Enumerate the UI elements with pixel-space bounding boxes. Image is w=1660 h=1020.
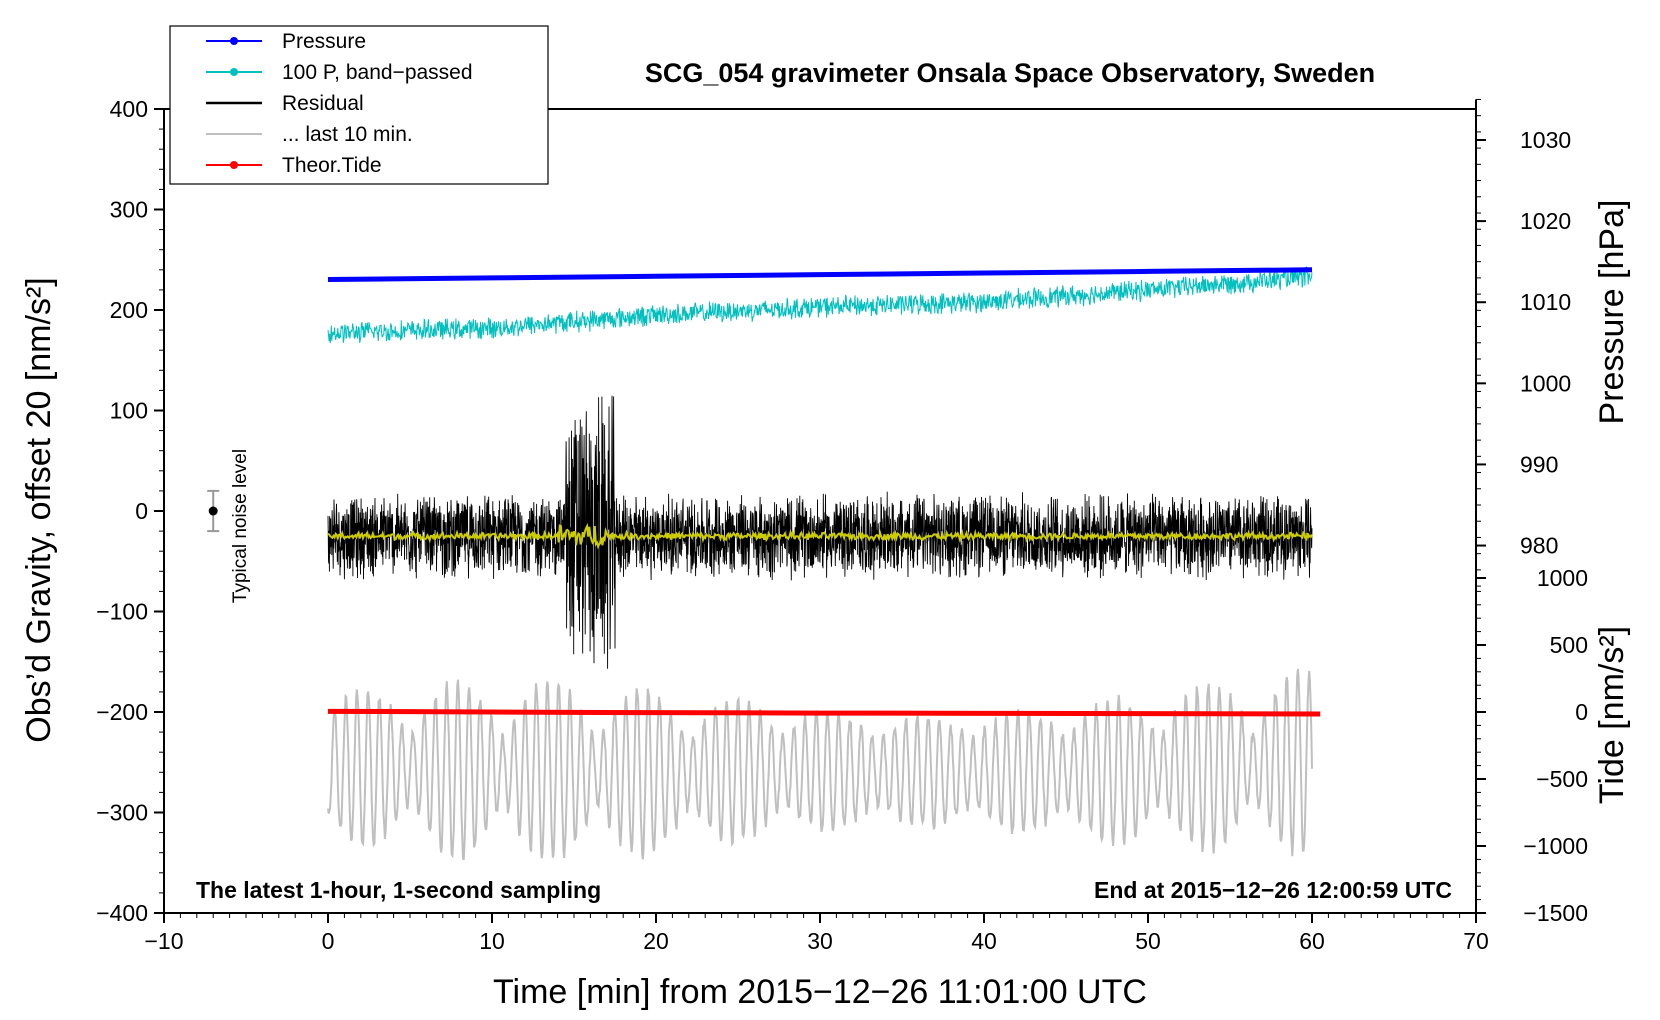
series-pressure <box>327 267 1313 283</box>
series-residual-smoothed- <box>327 522 1313 550</box>
x-tick-label: 70 <box>1463 928 1489 954</box>
plot-area <box>327 266 1321 861</box>
x-tick-label: 0 <box>322 928 335 954</box>
legend-label-0: Pressure <box>282 30 366 53</box>
y-tick-label: −100 <box>96 599 148 625</box>
legend: Pressure 100 P, band−passed Residual ... la… <box>169 25 549 185</box>
pressure-tick-label: 980 <box>1520 533 1558 559</box>
noise-level-marker <box>207 489 220 533</box>
pressure-tick-label: 1010 <box>1520 289 1571 315</box>
pressure-tick-label: 1000 <box>1520 370 1571 396</box>
pressure-tick-label: 990 <box>1520 451 1558 477</box>
series-last-10-min <box>327 668 1313 861</box>
y-tick-label: −400 <box>96 900 148 926</box>
chart-title: SCG_054 gravimeter Onsala Space Observat… <box>645 58 1375 88</box>
tide-tick-label: −1500 <box>1523 900 1588 926</box>
x-tick-label: 20 <box>643 928 669 954</box>
x-tick-label: 60 <box>1299 928 1325 954</box>
tide-tick-label: −500 <box>1536 766 1588 792</box>
series-theor-tide <box>327 708 1321 717</box>
x-axis: −10 0 10 20 30 40 50 60 70 <box>144 913 1489 954</box>
legend-label-2: Residual <box>282 92 364 115</box>
tide-tick-label: 500 <box>1550 632 1588 658</box>
x-tick-label: 50 <box>1135 928 1161 954</box>
y-axis-label-left: Obs’d Gravity, offset 20 [nm/s²] <box>20 277 58 742</box>
legend-marker-4 <box>230 161 238 169</box>
legend-label-4: Theor.Tide <box>282 154 382 177</box>
tide-tick-label: −1000 <box>1523 833 1588 859</box>
note-sampling: The latest 1-hour, 1-second sampling <box>196 877 601 903</box>
y-tick-label: 300 <box>110 197 148 223</box>
x-tick-label: 10 <box>479 928 505 954</box>
y-axis-label-pressure: Pressure [hPa] <box>1593 200 1631 425</box>
legend-box <box>169 25 549 185</box>
legend-marker-0 <box>230 37 238 45</box>
y-tick-label: 400 <box>110 96 148 122</box>
noise-level-dot <box>208 506 218 516</box>
x-tick-label: −10 <box>144 928 183 954</box>
y-tick-label: 0 <box>135 498 148 524</box>
series-100-p-band-passed <box>327 266 1313 344</box>
legend-marker-1 <box>230 68 238 76</box>
y-axis-tide: −1500 −1000 −500 0 500 1000 <box>1476 565 1588 926</box>
y-tick-label: −200 <box>96 699 148 725</box>
y-axis-left: −400 −300 −200 −100 0 100 200 300 400 <box>96 96 164 926</box>
tide-tick-label: 1000 <box>1537 565 1588 591</box>
note-end-time: End at 2015−12−26 12:00:59 UTC <box>1094 877 1452 903</box>
y-tick-label: 100 <box>110 398 148 424</box>
pressure-tick-label: 1020 <box>1520 208 1571 234</box>
y-tick-label: −300 <box>96 800 148 826</box>
x-tick-label: 40 <box>971 928 997 954</box>
pressure-tick-label: 1030 <box>1520 127 1571 153</box>
y-tick-label: 200 <box>110 297 148 323</box>
x-tick-label: 30 <box>807 928 833 954</box>
tide-tick-label: 0 <box>1575 699 1588 725</box>
legend-label-1: 100 P, band−passed <box>282 61 473 84</box>
legend-label-3: ... last 10 min. <box>282 123 413 146</box>
y-axis-pressure: 980 990 1000 1010 1020 1030 <box>1475 98 1571 587</box>
x-axis-label: Time [min] from 2015−12−26 11:01:00 UTC <box>493 973 1147 1011</box>
noise-level-label: Typical noise level <box>230 449 251 603</box>
y-axis-label-tide: Tide [nm/s²] <box>1593 626 1631 804</box>
